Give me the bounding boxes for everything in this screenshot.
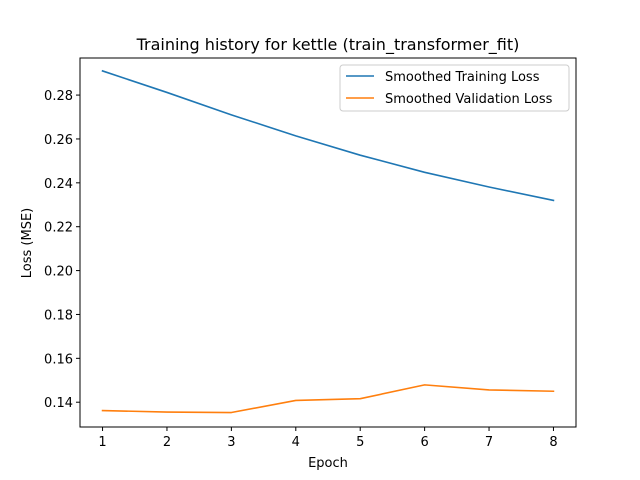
y-tick-label: 0.24 — [44, 177, 73, 192]
y-tick-label: 0.18 — [44, 308, 73, 323]
y-tick-label: 0.20 — [44, 265, 73, 280]
y-tick-label: 0.14 — [44, 396, 73, 411]
y-tick-label: 0.28 — [44, 89, 73, 104]
x-tick-label: 2 — [163, 435, 171, 450]
x-tick-label: 8 — [549, 435, 557, 450]
y-axis-label: Loss (MSE) — [20, 208, 35, 278]
x-tick-label: 6 — [420, 435, 428, 450]
y-axis-ticks: 0.14 0.16 0.18 0.20 0.22 0.24 0.26 0.28 — [44, 89, 80, 411]
x-tick-label: 4 — [292, 435, 300, 450]
legend: Smoothed Training Loss Smoothed Validati… — [339, 64, 570, 112]
legend-label-validation: Smoothed Validation Loss — [385, 92, 553, 107]
legend-label-training: Smoothed Training Loss — [385, 70, 540, 85]
x-tick-label: 3 — [227, 435, 235, 450]
x-tick-label: 7 — [485, 435, 493, 450]
training-loss-line — [101, 69, 555, 202]
validation-loss-line — [101, 384, 555, 414]
y-tick-label: 0.26 — [44, 133, 73, 148]
y-tick-label: 0.16 — [44, 352, 73, 367]
chart-title: Training history for kettle (train_trans… — [136, 35, 520, 55]
series-layer — [101, 69, 555, 414]
y-tick-label: 0.22 — [44, 221, 73, 236]
x-axis-ticks: 1 2 3 4 5 6 7 8 — [98, 427, 558, 450]
x-axis-label: Epoch — [308, 456, 348, 471]
plot-area: 1 2 3 4 5 6 7 8 0.14 0.16 0.18 0.20 0.22 0.24 0.26 0.2… — [44, 57, 577, 450]
x-tick-label: 1 — [98, 435, 106, 450]
x-tick-label: 5 — [356, 435, 364, 450]
legend-box — [339, 64, 570, 112]
axes-frame — [79, 57, 577, 428]
